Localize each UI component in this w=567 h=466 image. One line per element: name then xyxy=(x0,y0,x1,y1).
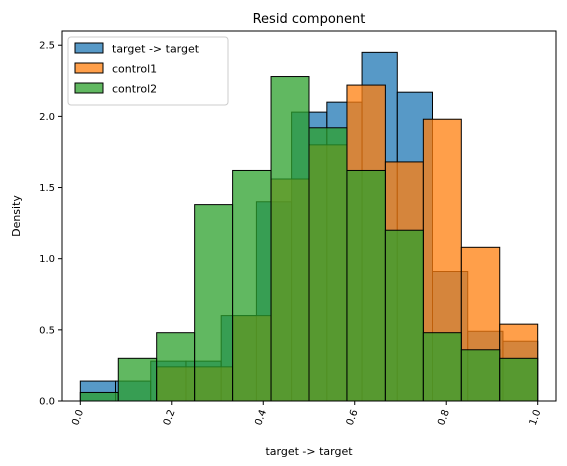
histogram-bar xyxy=(422,332,462,402)
x-tick-label: 0.8 xyxy=(436,408,452,427)
x-tick-label: 1.0 xyxy=(528,408,544,427)
y-tick-label: 0.0 xyxy=(39,397,55,408)
y-tick-label: 1.0 xyxy=(39,254,55,265)
bars-layer xyxy=(79,51,539,402)
y-tick-label: 2.5 xyxy=(39,41,55,52)
histogram-bar xyxy=(346,169,386,402)
histogram-bar xyxy=(308,127,348,402)
y-tick-label: 0.5 xyxy=(39,325,55,336)
legend-box xyxy=(67,36,229,106)
legend-label: target -> target xyxy=(112,43,200,56)
x-tick-label: 0.2 xyxy=(162,408,178,427)
histogram-bar xyxy=(117,357,158,402)
legend-swatch xyxy=(74,62,104,74)
y-tick-label: 1.5 xyxy=(39,183,55,194)
legend: target -> target control1 control2 xyxy=(67,36,229,106)
y-axis-title: Density xyxy=(10,195,23,237)
x-tick-label: 0.0 xyxy=(70,408,86,427)
x-axis: 0.0 0.2 0.4 0.6 0.8 1.0 xyxy=(70,401,544,427)
plot-frame xyxy=(61,30,557,402)
legend-swatch xyxy=(74,42,104,54)
y-axis: 0.0 0.5 1.0 1.5 2.0 2.5 xyxy=(39,41,62,408)
legend-swatch xyxy=(74,82,104,94)
x-tick-label: 0.6 xyxy=(345,408,361,427)
histogram-bar xyxy=(156,332,196,402)
y-tick-label: 2.0 xyxy=(39,112,55,123)
histogram-bar xyxy=(232,169,272,402)
x-axis-title: target -> target xyxy=(265,445,353,458)
histogram-bar xyxy=(194,204,234,402)
chart-title: Resid component xyxy=(253,12,366,27)
histogram-bar xyxy=(270,76,310,402)
histogram-bar xyxy=(79,391,119,402)
legend-label: control1 xyxy=(112,63,157,76)
histogram-bar xyxy=(499,357,539,402)
legend-label: control2 xyxy=(112,83,157,96)
histogram-bar xyxy=(384,229,424,402)
x-tick-label: 0.4 xyxy=(253,408,269,427)
histogram-bar xyxy=(460,349,501,402)
